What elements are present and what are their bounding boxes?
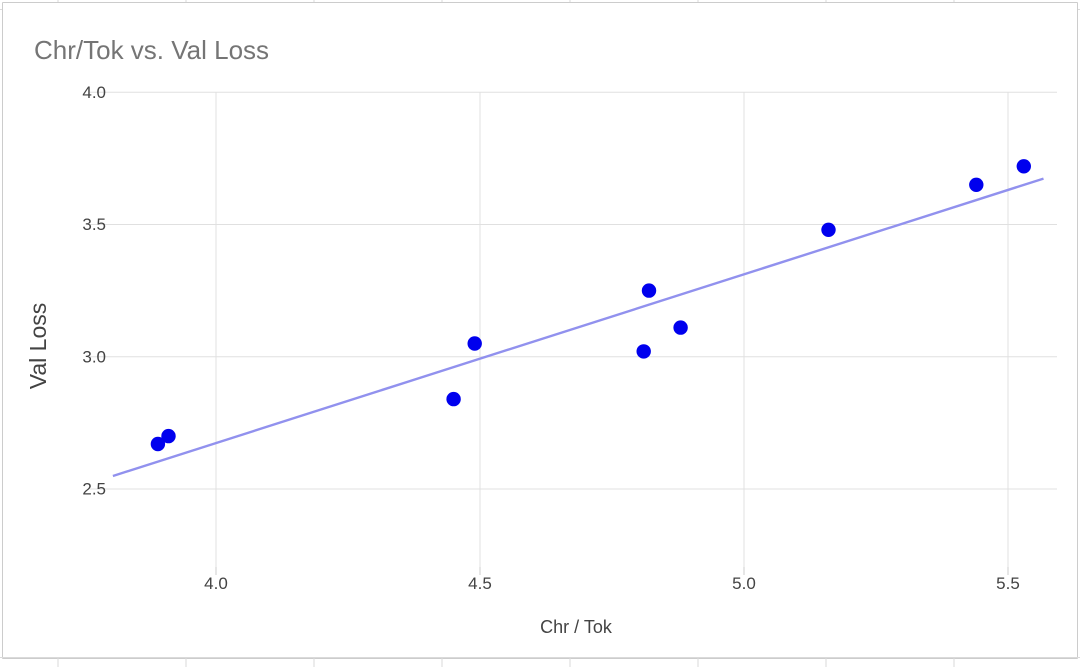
svg-text:5.0: 5.0: [732, 574, 756, 593]
svg-text:Chr / Tok: Chr / Tok: [540, 617, 613, 637]
svg-text:4.5: 4.5: [468, 574, 492, 593]
svg-text:2.5: 2.5: [82, 480, 106, 499]
svg-text:4.0: 4.0: [82, 83, 106, 102]
svg-text:3.5: 3.5: [82, 215, 106, 234]
svg-text:4.0: 4.0: [204, 574, 228, 593]
svg-text:3.0: 3.0: [82, 347, 106, 366]
svg-text:Val Loss: Val Loss: [25, 303, 51, 390]
svg-text:5.5: 5.5: [996, 574, 1020, 593]
